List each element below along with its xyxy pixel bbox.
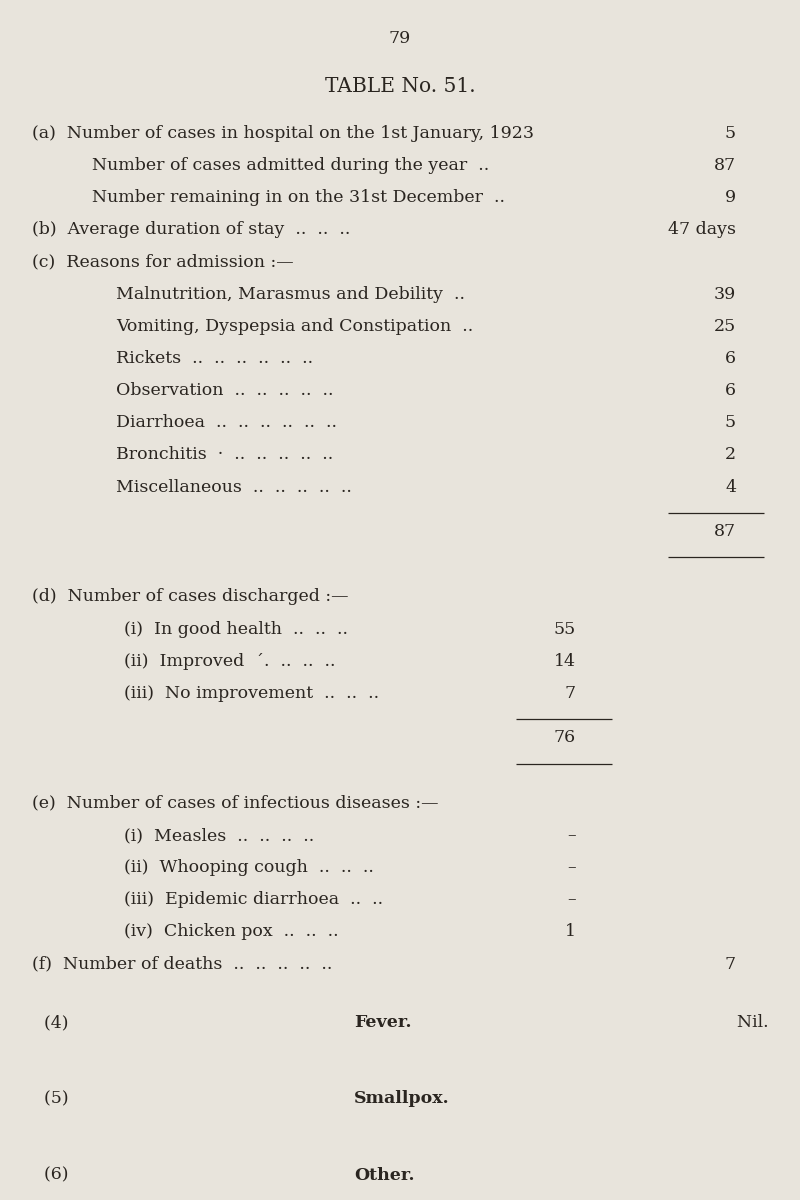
Text: 9: 9 bbox=[725, 190, 736, 206]
Text: Malnutrition, Marasmus and Debility  ..: Malnutrition, Marasmus and Debility .. bbox=[116, 286, 465, 302]
Text: 39: 39 bbox=[714, 286, 736, 302]
Text: (e)  Number of cases of infectious diseases :—: (e) Number of cases of infectious diseas… bbox=[32, 794, 438, 812]
Text: (a)  Number of cases in hospital on the 1st January, 1923: (a) Number of cases in hospital on the 1… bbox=[32, 125, 534, 142]
Text: 76: 76 bbox=[554, 730, 576, 746]
Text: Rickets  ..  ..  ..  ..  ..  ..: Rickets .. .. .. .. .. .. bbox=[116, 350, 313, 367]
Text: Nil.: Nil. bbox=[726, 1014, 769, 1031]
Text: (f)  Number of deaths  ..  ..  ..  ..  ..: (f) Number of deaths .. .. .. .. .. bbox=[32, 955, 332, 973]
Text: Diarrhoea  ..  ..  ..  ..  ..  ..: Diarrhoea .. .. .. .. .. .. bbox=[116, 414, 337, 431]
Text: Number remaining in on the 31st December  ..: Number remaining in on the 31st December… bbox=[92, 190, 505, 206]
Text: (b)  Average duration of stay  ..  ..  ..: (b) Average duration of stay .. .. .. bbox=[32, 221, 350, 239]
Text: 25: 25 bbox=[714, 318, 736, 335]
Text: 47 days: 47 days bbox=[668, 221, 736, 239]
Text: –: – bbox=[567, 859, 576, 876]
Text: (iv)  Chicken pox  ..  ..  ..: (iv) Chicken pox .. .. .. bbox=[124, 924, 338, 941]
Text: 7: 7 bbox=[565, 685, 576, 702]
Text: Fever.: Fever. bbox=[354, 1014, 411, 1031]
Text: (i)  Measles  ..  ..  ..  ..: (i) Measles .. .. .. .. bbox=[124, 827, 314, 844]
Text: Other.: Other. bbox=[354, 1166, 414, 1183]
Text: 4: 4 bbox=[725, 479, 736, 496]
Text: 7: 7 bbox=[725, 955, 736, 973]
Text: (ii)  Whooping cough  ..  ..  ..: (ii) Whooping cough .. .. .. bbox=[124, 859, 374, 876]
Text: Smallpox.: Smallpox. bbox=[354, 1091, 450, 1108]
Text: Number of cases admitted during the year  ..: Number of cases admitted during the year… bbox=[92, 157, 490, 174]
Text: Observation  ..  ..  ..  ..  ..: Observation .. .. .. .. .. bbox=[116, 382, 334, 400]
Text: Vomiting, Dyspepsia and Constipation  ..: Vomiting, Dyspepsia and Constipation .. bbox=[116, 318, 474, 335]
Text: TABLE No. 51.: TABLE No. 51. bbox=[325, 77, 475, 96]
Text: 6: 6 bbox=[725, 382, 736, 400]
Text: (iii)  Epidemic diarrhoea  ..  ..: (iii) Epidemic diarrhoea .. .. bbox=[124, 892, 383, 908]
Text: 55: 55 bbox=[554, 620, 576, 637]
Text: 5: 5 bbox=[725, 125, 736, 142]
Text: (c)  Reasons for admission :—: (c) Reasons for admission :— bbox=[32, 253, 294, 270]
Text: (5): (5) bbox=[44, 1091, 80, 1108]
Text: 87: 87 bbox=[714, 523, 736, 540]
Text: 87: 87 bbox=[714, 157, 736, 174]
Text: Miscellaneous  ..  ..  ..  ..  ..: Miscellaneous .. .. .. .. .. bbox=[116, 479, 352, 496]
Text: (6): (6) bbox=[44, 1166, 79, 1183]
Text: (i)  In good health  ..  ..  ..: (i) In good health .. .. .. bbox=[124, 620, 348, 637]
Text: (4): (4) bbox=[44, 1014, 79, 1031]
Text: 6: 6 bbox=[725, 350, 736, 367]
Text: –: – bbox=[567, 827, 576, 844]
Text: (iii)  No improvement  ..  ..  ..: (iii) No improvement .. .. .. bbox=[124, 685, 379, 702]
Text: 79: 79 bbox=[389, 30, 411, 47]
Text: 14: 14 bbox=[554, 653, 576, 670]
Text: –: – bbox=[567, 892, 576, 908]
Text: (d)  Number of cases discharged :—: (d) Number of cases discharged :— bbox=[32, 588, 349, 606]
Text: Bronchitis  ·  ..  ..  ..  ..  ..: Bronchitis · .. .. .. .. .. bbox=[116, 446, 334, 463]
Text: 5: 5 bbox=[725, 414, 736, 431]
Text: (ii)  Improved  ´.  ..  ..  ..: (ii) Improved ´. .. .. .. bbox=[124, 653, 335, 670]
Text: 2: 2 bbox=[725, 446, 736, 463]
Text: 1: 1 bbox=[565, 924, 576, 941]
